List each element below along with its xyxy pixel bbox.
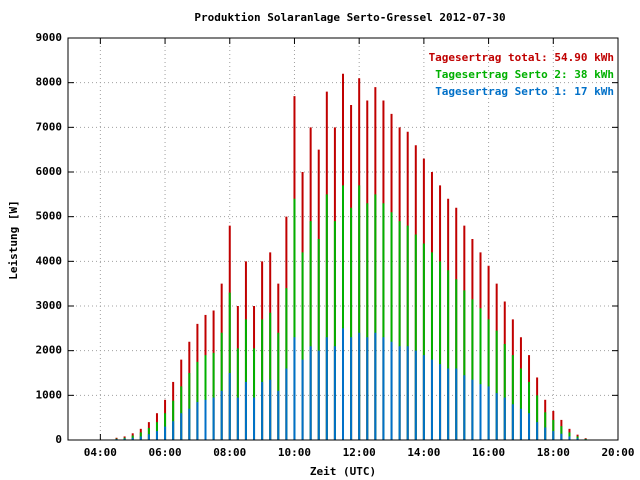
x-tick-label: 10:00 <box>278 446 311 459</box>
legend-entry: Tagesertrag Serto 1: 17 kWh <box>435 85 614 98</box>
x-axis-label: Zeit (UTC) <box>310 465 376 478</box>
y-tick-label: 7000 <box>36 120 63 133</box>
y-tick-label: 8000 <box>36 76 63 89</box>
y-tick-label: 9000 <box>36 31 63 44</box>
x-tick-label: 20:00 <box>601 446 634 459</box>
legend-entry: Tagesertrag Serto 2: 38 kWh <box>435 68 614 81</box>
y-tick-label: 6000 <box>36 165 63 178</box>
y-tick-label: 3000 <box>36 299 63 312</box>
y-tick-label: 0 <box>55 433 62 446</box>
x-tick-label: 16:00 <box>472 446 505 459</box>
y-tick-label: 2000 <box>36 344 63 357</box>
x-tick-label: 04:00 <box>84 446 117 459</box>
y-tick-label: 5000 <box>36 210 63 223</box>
x-tick-label: 08:00 <box>213 446 246 459</box>
y-tick-label: 1000 <box>36 388 63 401</box>
y-tick-label: 4000 <box>36 254 63 267</box>
x-tick-label: 06:00 <box>148 446 181 459</box>
x-tick-label: 12:00 <box>343 446 376 459</box>
x-tick-label: 14:00 <box>407 446 440 459</box>
y-axis-label: Leistung [W] <box>7 200 20 279</box>
x-tick-label: 18:00 <box>537 446 570 459</box>
chart-title: Produktion Solaranlage Serto-Gressel 201… <box>194 11 505 24</box>
legend-entry: Tagesertrag total: 54.90 kWh <box>429 51 614 64</box>
plot-border <box>67 37 619 441</box>
